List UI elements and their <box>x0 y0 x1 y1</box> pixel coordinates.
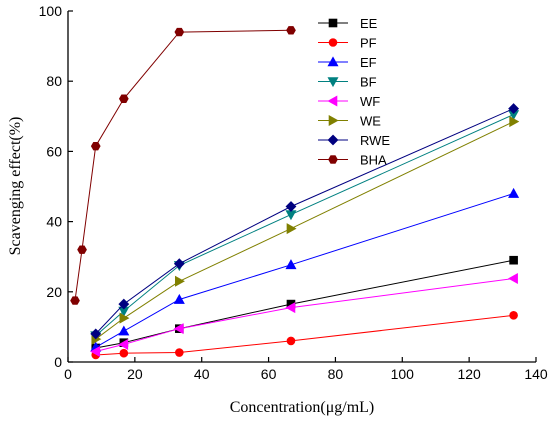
y-ticks: 0 20 40 60 80 100 <box>39 3 73 370</box>
series-wf <box>90 272 518 357</box>
data-point-pf <box>509 311 518 320</box>
legend-marker-ee <box>328 18 338 28</box>
legend-marker-bha <box>328 155 338 164</box>
legend-marker-wf <box>327 95 338 107</box>
series-pf <box>91 311 518 360</box>
legend: EE PF EF BF WF WE RWE BHA <box>318 16 390 168</box>
x-tick-label: 120 <box>457 366 481 382</box>
data-point-ef <box>173 293 185 304</box>
data-point-pf <box>175 348 184 357</box>
legend-marker-bf <box>327 77 339 88</box>
series-layer <box>70 26 520 360</box>
data-point-we <box>175 275 185 287</box>
data-point-rwe <box>508 103 520 115</box>
legend-label-bha: BHA <box>360 153 387 168</box>
data-point-rwe <box>118 298 130 310</box>
data-point-rwe <box>173 258 185 270</box>
data-point-rwe <box>90 328 102 340</box>
x-tick-label: 60 <box>261 366 277 382</box>
data-point-wf <box>90 345 101 357</box>
legend-marker-ef <box>327 56 339 67</box>
series-bha <box>70 26 296 305</box>
data-point-wf <box>285 302 296 314</box>
data-point-bha <box>286 26 296 35</box>
data-point-ee <box>509 255 518 265</box>
legend-marker-rwe <box>327 134 339 146</box>
series-line-bf <box>95 114 514 337</box>
y-axis-title: Scavenging effect(%) <box>7 117 24 256</box>
data-point-pf <box>286 336 296 346</box>
series-ee <box>91 255 518 353</box>
x-tick-label: 40 <box>194 366 210 382</box>
data-point-bha <box>174 27 185 37</box>
x-tick-label: 100 <box>391 366 415 382</box>
series-line-bha <box>74 29 292 301</box>
data-point-bha <box>90 141 101 151</box>
series-rwe <box>90 103 520 340</box>
legend-label-ef: EF <box>360 55 377 70</box>
legend-label-wf: WF <box>360 94 380 109</box>
y-tick-label: 20 <box>46 284 62 300</box>
x-tick-label: 140 <box>524 366 548 382</box>
series-line-ef <box>95 193 514 348</box>
data-point-bha <box>118 94 129 103</box>
legend-label-we: WE <box>360 114 381 129</box>
data-point-we <box>119 312 130 324</box>
data-point-we <box>509 116 520 128</box>
data-point-bha <box>70 296 80 305</box>
series-line-wf <box>95 278 514 352</box>
data-point-wf <box>173 323 184 335</box>
data-point-pf <box>119 348 129 358</box>
series-ef <box>90 187 520 352</box>
axes <box>67 11 536 363</box>
x-tick-label: 20 <box>127 366 143 382</box>
series-line-we <box>95 121 514 340</box>
data-point-ef <box>285 259 297 270</box>
legend-marker-pf <box>328 38 338 47</box>
series-we <box>91 116 520 345</box>
y-tick-label: 40 <box>46 214 62 230</box>
legend-label-pf: PF <box>360 36 377 51</box>
y-tick-label: 0 <box>54 354 62 370</box>
data-point-wf <box>118 338 129 350</box>
data-point-wf <box>507 272 518 284</box>
y-tick-label: 80 <box>46 73 62 89</box>
data-point-we <box>286 223 297 235</box>
y-tick-label: 100 <box>39 3 63 19</box>
series-line-pf <box>95 314 514 356</box>
legend-label-bf: BF <box>360 75 377 90</box>
y-tick-label: 60 <box>46 143 62 159</box>
legend-marker-we <box>328 114 339 127</box>
x-tick-label: 80 <box>328 366 344 382</box>
x-axis-title: Concentration(μg/mL) <box>230 399 375 416</box>
data-point-rwe <box>285 201 297 212</box>
data-point-ef <box>508 187 520 198</box>
data-point-ef <box>118 325 130 336</box>
legend-label-ee: EE <box>360 16 378 31</box>
data-point-bha <box>77 245 87 254</box>
legend-label-rwe: RWE <box>360 133 390 148</box>
x-tick-label: 0 <box>64 366 72 382</box>
x-ticks: 0 20 40 60 80 100 120 140 <box>64 357 548 382</box>
